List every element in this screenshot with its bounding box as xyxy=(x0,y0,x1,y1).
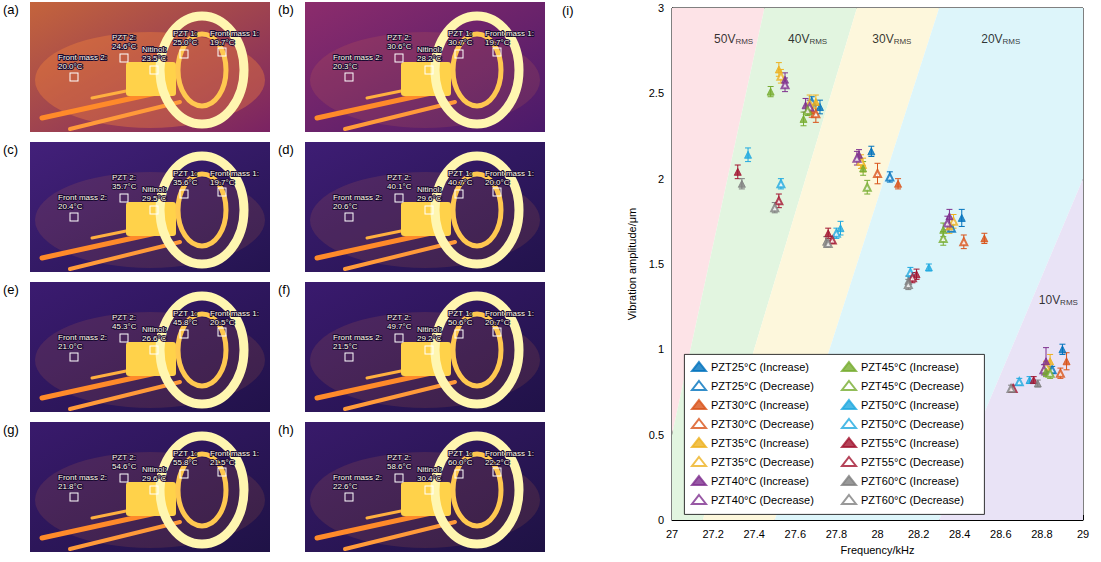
svg-text:2: 2 xyxy=(658,173,664,185)
svg-text:27.2: 27.2 xyxy=(702,528,723,540)
svg-text:PZT35°C (Increase): PZT35°C (Increase) xyxy=(711,437,809,449)
svg-text:Front mass 2:20.0°C: Front mass 2:20.0°C xyxy=(58,53,107,71)
svg-text:0.5: 0.5 xyxy=(649,429,664,441)
svg-text:1.5: 1.5 xyxy=(649,258,664,270)
svg-text:PZT30°C (Decrease): PZT30°C (Decrease) xyxy=(711,418,814,430)
svg-text:Front mass 2:20.6°C: Front mass 2:20.6°C xyxy=(333,193,382,211)
svg-text:28.2: 28.2 xyxy=(908,528,929,540)
svg-text:Front mass 1:19.7°C: Front mass 1:19.7°C xyxy=(210,29,259,47)
svg-text:PZT 2:30.6°C: PZT 2:30.6°C xyxy=(387,33,412,51)
svg-text:PZT 1:60.0°C: PZT 1:60.0°C xyxy=(448,449,473,467)
svg-text:PZT40°C (Decrease): PZT40°C (Decrease) xyxy=(711,494,814,506)
svg-text:30V: 30V xyxy=(872,32,893,46)
svg-text:27.6: 27.6 xyxy=(785,528,806,540)
svg-text:20V: 20V xyxy=(981,32,1002,46)
svg-text:PZT 1:30.7°C: PZT 1:30.7°C xyxy=(448,29,473,47)
svg-text:Front mass 2:20.4°C: Front mass 2:20.4°C xyxy=(58,193,107,211)
svg-text:PZT45°C (Increase): PZT45°C (Increase) xyxy=(861,361,959,373)
svg-text:PZT 1:45.8°C: PZT 1:45.8°C xyxy=(173,309,198,327)
svg-text:Nitinol:29.2°C: Nitinol:29.2°C xyxy=(417,325,442,343)
svg-text:PZT40°C (Increase): PZT40°C (Increase) xyxy=(711,475,809,487)
svg-text:28.8: 28.8 xyxy=(1031,528,1052,540)
svg-text:Front mass 1:22.2°C: Front mass 1:22.2°C xyxy=(485,449,534,467)
svg-text:Front mass 2:21.8°C: Front mass 2:21.8°C xyxy=(58,473,107,491)
svg-text:1: 1 xyxy=(658,343,664,355)
svg-text:(h): (h) xyxy=(278,422,294,437)
svg-text:2.5: 2.5 xyxy=(649,87,664,99)
svg-text:PZT 2:45.3°C: PZT 2:45.3°C xyxy=(112,313,137,331)
svg-text:Front mass 2:22.6°C: Front mass 2:22.6°C xyxy=(333,473,382,491)
svg-text:Front mass 1:19.7°C: Front mass 1:19.7°C xyxy=(485,29,534,47)
svg-text:10V: 10V xyxy=(1039,293,1060,307)
svg-text:Front mass 2:20.3°C: Front mass 2:20.3°C xyxy=(333,53,382,71)
svg-text:PZT 2:35.7°C: PZT 2:35.7°C xyxy=(112,173,137,191)
svg-text:RMS: RMS xyxy=(1003,37,1021,46)
svg-text:Nitinol:30.4°C: Nitinol:30.4°C xyxy=(417,465,442,483)
svg-text:(d): (d) xyxy=(278,142,294,157)
svg-text:Nitinol:26.6°C: Nitinol:26.6°C xyxy=(142,325,167,343)
svg-text:PZT 2:40.1°C: PZT 2:40.1°C xyxy=(387,173,412,191)
svg-text:PZT 2:24.6°C: PZT 2:24.6°C xyxy=(112,33,137,51)
svg-text:PZT 1:40.7°C: PZT 1:40.7°C xyxy=(448,169,473,187)
svg-text:Nitinol:28.2°C: Nitinol:28.2°C xyxy=(417,45,442,63)
svg-text:PZT55°C (Decrease): PZT55°C (Decrease) xyxy=(861,456,964,468)
svg-text:28: 28 xyxy=(871,528,883,540)
svg-text:Front mass 2:21.5°C: Front mass 2:21.5°C xyxy=(333,333,382,351)
svg-text:PZT35°C (Decrease): PZT35°C (Decrease) xyxy=(711,456,814,468)
svg-text:Nitinol:23.5°C: Nitinol:23.5°C xyxy=(142,45,167,63)
svg-text:RMS: RMS xyxy=(894,37,912,46)
svg-text:(g): (g) xyxy=(3,422,19,437)
svg-text:Front mass 1:19.7°C: Front mass 1:19.7°C xyxy=(210,169,259,187)
svg-text:29: 29 xyxy=(1077,528,1089,540)
svg-text:Front mass 1:20.7°C: Front mass 1:20.7°C xyxy=(485,309,534,327)
svg-text:RMS: RMS xyxy=(809,37,827,46)
svg-text:(i): (i) xyxy=(562,3,574,18)
svg-text:50V: 50V xyxy=(714,32,735,46)
svg-text:Nitinol:29.5°C: Nitinol:29.5°C xyxy=(142,185,167,203)
svg-text:Nitinol:29.6°C: Nitinol:29.6°C xyxy=(417,185,442,203)
svg-text:PZT60°C (Decrease): PZT60°C (Decrease) xyxy=(861,494,964,506)
svg-text:PZT 2:49.7°C: PZT 2:49.7°C xyxy=(387,313,412,331)
svg-text:Front mass 1:20.5°C: Front mass 1:20.5°C xyxy=(210,309,259,327)
svg-text:PZT 1:35.6°C: PZT 1:35.6°C xyxy=(173,169,198,187)
svg-text:RMS: RMS xyxy=(735,37,753,46)
svg-text:Vibration amplitude/μm: Vibration amplitude/μm xyxy=(626,208,638,321)
svg-text:PZT25°C (Decrease): PZT25°C (Decrease) xyxy=(711,380,814,392)
svg-text:RMS: RMS xyxy=(1060,298,1078,307)
svg-text:(b): (b) xyxy=(278,2,294,17)
svg-text:PZT 2:58.6°C: PZT 2:58.6°C xyxy=(387,453,412,471)
svg-text:Frequency/kHz: Frequency/kHz xyxy=(841,544,915,556)
svg-text:27.4: 27.4 xyxy=(743,528,764,540)
svg-text:27: 27 xyxy=(666,528,678,540)
svg-text:27.8: 27.8 xyxy=(826,528,847,540)
svg-text:PZT55°C (Increase): PZT55°C (Increase) xyxy=(861,437,959,449)
svg-text:28.4: 28.4 xyxy=(949,528,970,540)
svg-text:PZT50°C (Decrease): PZT50°C (Decrease) xyxy=(861,418,964,430)
svg-text:(c): (c) xyxy=(3,142,18,157)
svg-text:PZT 1:50.6°C: PZT 1:50.6°C xyxy=(448,309,473,327)
svg-text:(f): (f) xyxy=(278,282,290,297)
svg-text:PZT25°C (Increase): PZT25°C (Increase) xyxy=(711,361,809,373)
svg-text:PZT50°C (Increase): PZT50°C (Increase) xyxy=(861,399,959,411)
svg-text:40V: 40V xyxy=(788,32,809,46)
svg-text:PZT60°C (Increase): PZT60°C (Increase) xyxy=(861,475,959,487)
svg-text:(e): (e) xyxy=(3,282,19,297)
svg-text:0: 0 xyxy=(658,514,664,526)
svg-text:PZT30°C (Increase): PZT30°C (Increase) xyxy=(711,399,809,411)
svg-text:Front mass 1:20.0°C: Front mass 1:20.0°C xyxy=(485,169,534,187)
svg-text:PZT45°C (Decrease): PZT45°C (Decrease) xyxy=(861,380,964,392)
svg-text:Front mass 1:21.5°C: Front mass 1:21.5°C xyxy=(210,449,259,467)
svg-text:PZT 1:25.0°C: PZT 1:25.0°C xyxy=(173,29,198,47)
svg-text:28.6: 28.6 xyxy=(990,528,1011,540)
svg-text:(a): (a) xyxy=(3,2,19,17)
svg-text:3: 3 xyxy=(658,2,664,14)
svg-text:PZT 1:55.8°C: PZT 1:55.8°C xyxy=(173,449,198,467)
svg-text:PZT 2:54.6°C: PZT 2:54.6°C xyxy=(112,453,137,471)
svg-text:Front mass 2:21.0°C: Front mass 2:21.0°C xyxy=(58,333,107,351)
svg-text:Nitinol:29.6°C: Nitinol:29.6°C xyxy=(142,465,167,483)
